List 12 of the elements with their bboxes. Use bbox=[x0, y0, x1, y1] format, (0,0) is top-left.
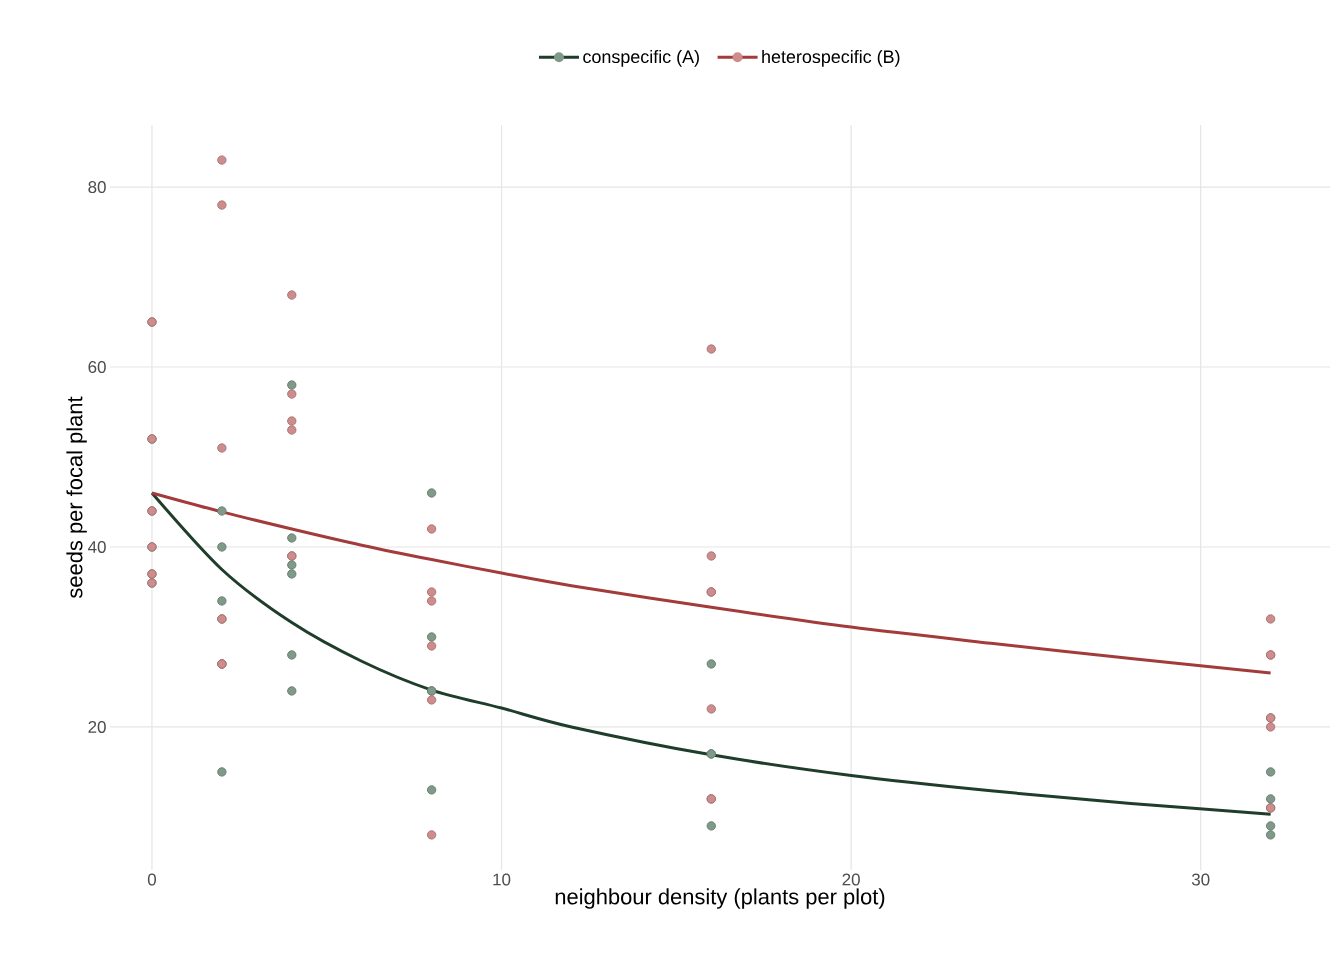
y-tick-label: 80 bbox=[88, 181, 106, 194]
legend-label: heterospecific (B) bbox=[762, 49, 900, 67]
x-tick-label: 0 bbox=[147, 873, 157, 886]
y-tick-label: 40 bbox=[88, 540, 106, 553]
y-tick-label: 60 bbox=[88, 361, 106, 374]
x-axis-title: neighbour density (plants per plot) bbox=[555, 888, 885, 909]
y-axis-title: seeds per focal plant bbox=[66, 396, 87, 599]
y-tick-label: 20 bbox=[88, 720, 106, 733]
legend-label: conspecific (A) bbox=[583, 49, 699, 67]
x-tick-label: 20 bbox=[842, 873, 860, 886]
x-tick-label: 10 bbox=[493, 873, 511, 886]
x-tick-label: 30 bbox=[1191, 873, 1210, 886]
